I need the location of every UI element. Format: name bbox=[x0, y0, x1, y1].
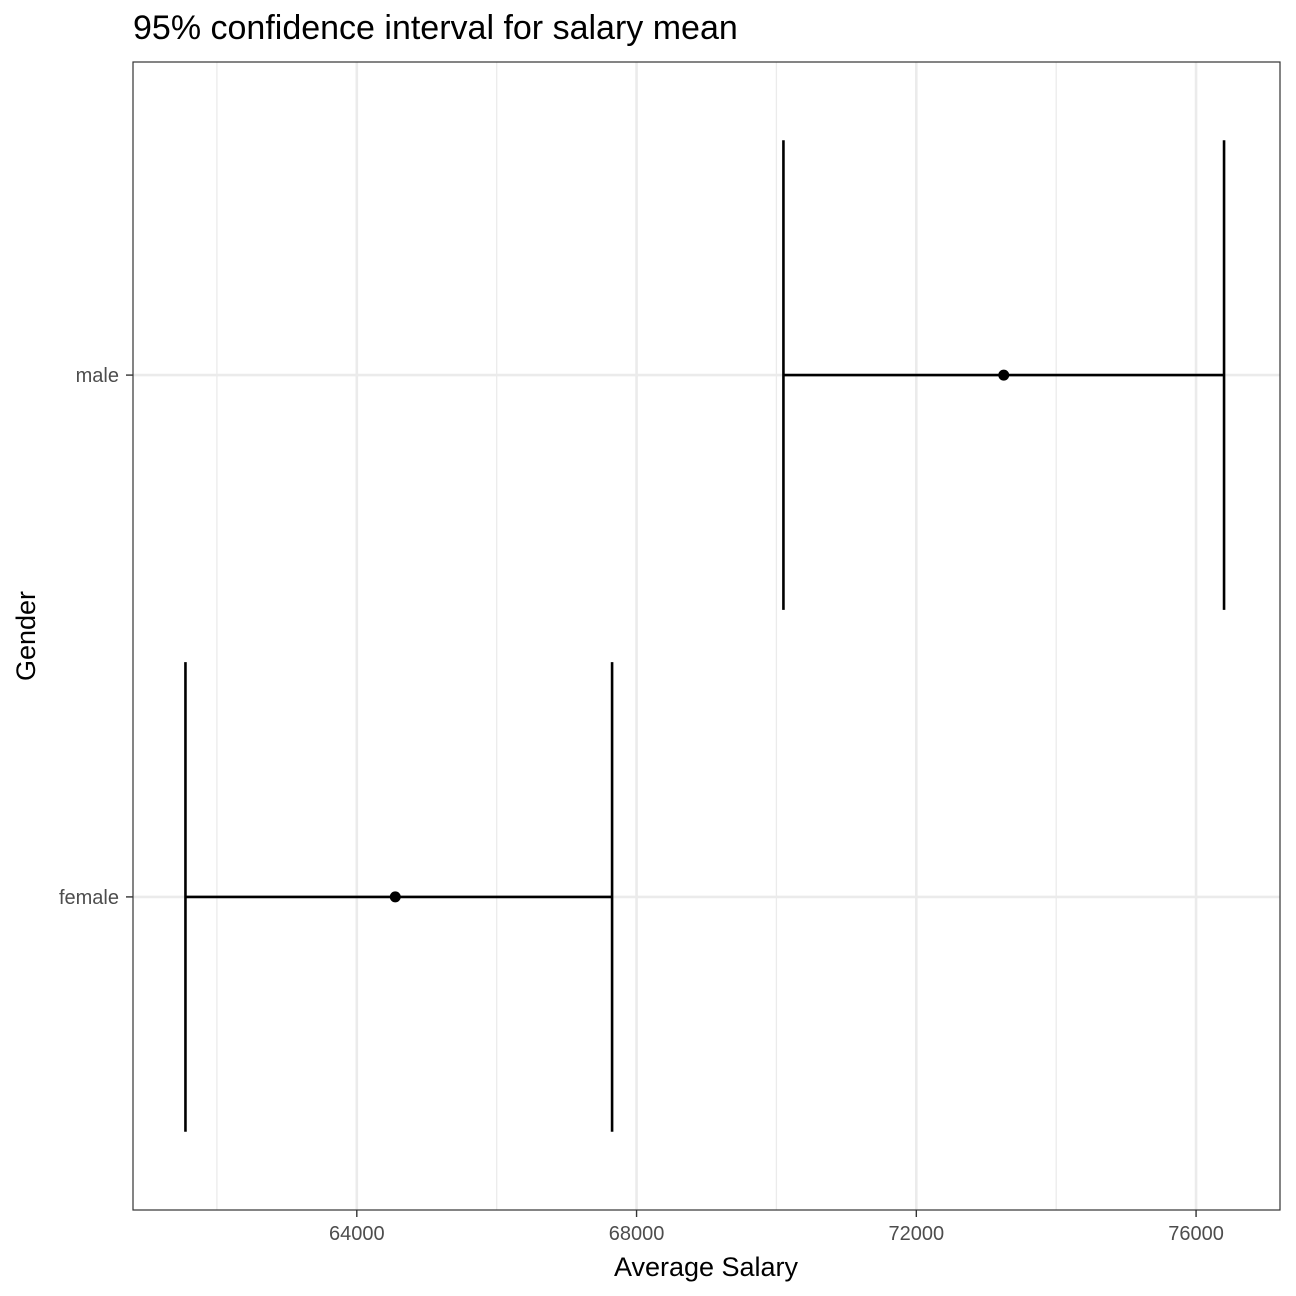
y-axis: female male bbox=[59, 365, 133, 909]
chart-title: 95% confidence interval for salary mean bbox=[133, 9, 738, 47]
x-axis: 64000 68000 72000 76000 bbox=[329, 1210, 1224, 1245]
y-axis-title: Gender bbox=[11, 591, 41, 681]
x-tick-label: 72000 bbox=[889, 1223, 945, 1245]
error-bar-male bbox=[782, 140, 1226, 610]
x-tick-label: 64000 bbox=[329, 1223, 385, 1245]
x-tick-label: 68000 bbox=[609, 1223, 665, 1245]
x-tick-label: 76000 bbox=[1168, 1223, 1224, 1245]
error-bars bbox=[184, 140, 1226, 1132]
y-tick-label: male bbox=[76, 365, 119, 387]
plot-background bbox=[133, 62, 1280, 1210]
y-tick-label: female bbox=[59, 887, 119, 909]
x-axis-title: Average Salary bbox=[614, 1252, 799, 1282]
mean-point bbox=[389, 891, 401, 903]
minor-gridlines bbox=[216, 62, 1057, 1210]
plot-border bbox=[132, 61, 1281, 1211]
error-bar-female bbox=[184, 662, 614, 1132]
mean-point bbox=[998, 369, 1010, 381]
